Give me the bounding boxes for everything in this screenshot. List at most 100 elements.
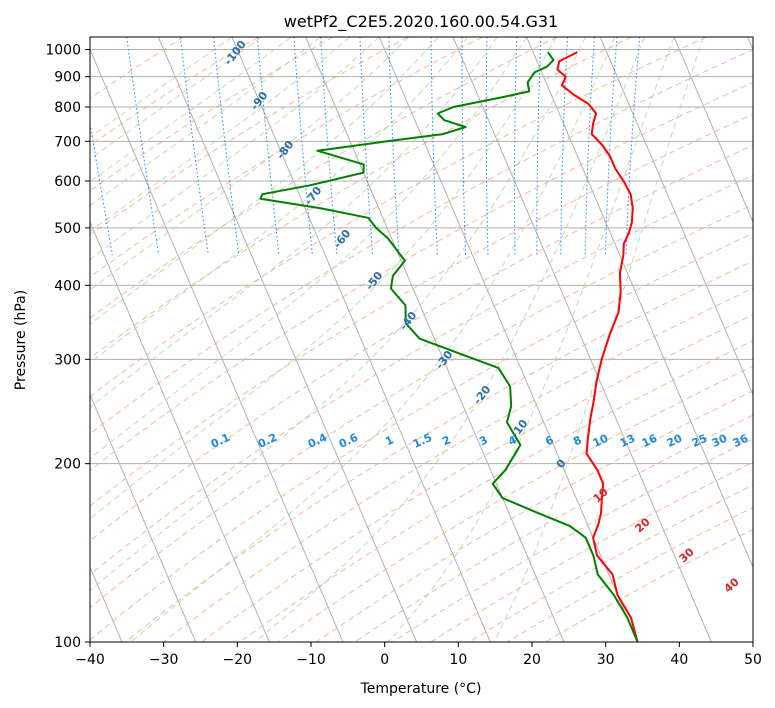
- isotherm-line: [90, 393, 197, 642]
- mixing-ratio-label: 10: [591, 432, 611, 450]
- moist-adiabat-label: 40: [722, 575, 742, 595]
- x-tick-label: −10: [296, 652, 326, 668]
- mixing-ratio-line: [90, 119, 113, 256]
- mixing-ratio-label: 16: [640, 432, 660, 450]
- dewpoint-profile-line: [259, 51, 639, 642]
- x-tick-label: 30: [597, 652, 615, 668]
- x-axis-label: Temperature (°C): [360, 681, 482, 697]
- dry-adiabat-label: -100: [222, 38, 249, 68]
- mixing-ratio-label: 36: [731, 432, 751, 450]
- moist-adiabat-line: [90, 37, 292, 183]
- isotherm-line: [526, 37, 753, 569]
- dry-adiabat-line: [90, 144, 753, 542]
- mixing-ratio-line: [126, 37, 160, 256]
- moist-adiabat-line: [90, 37, 351, 233]
- mixing-ratio-line: [625, 37, 641, 256]
- y-tick-label: 700: [54, 134, 81, 150]
- mixing-ratio-label: 8: [571, 433, 583, 448]
- y-tick-label: 800: [54, 100, 81, 116]
- dry-adiabat-line: [90, 37, 483, 278]
- mixing-ratio-label: 0.2: [256, 431, 279, 451]
- plot-frame: [89, 36, 754, 643]
- dry-adiabat-line: [90, 113, 753, 507]
- x-tick-label: −40: [75, 652, 105, 668]
- dry-adiabat-label: -20: [471, 383, 494, 407]
- y-tick-label: 200: [54, 457, 81, 473]
- dry-adiabat-line: [125, 260, 753, 642]
- dry-adiabat-line: [430, 461, 753, 642]
- dry-adiabat-line: [90, 49, 753, 435]
- y-tick-label: 900: [54, 70, 81, 86]
- dry-adiabat-label: -50: [363, 269, 386, 293]
- moist-adiabat-line: [493, 37, 704, 642]
- moist-adiabat-line: [90, 37, 321, 207]
- dry-adiabat-line: [239, 340, 753, 642]
- dry-adiabat-line: [90, 37, 408, 236]
- moist-adiabat-line: [387, 37, 675, 642]
- x-tick-label: 0: [380, 652, 389, 668]
- x-tick-label: −30: [149, 652, 179, 668]
- moist-adiabat-line: [90, 37, 528, 460]
- isotherm-line: [673, 37, 753, 224]
- moist-adiabat-line: [254, 37, 645, 642]
- background-lines: [90, 37, 753, 642]
- dry-adiabat-line: [277, 365, 753, 642]
- moist-adiabat-line: [90, 37, 380, 260]
- moist-adiabat-line: [90, 37, 469, 364]
- mixing-ratio-line: [388, 37, 400, 256]
- y-tick-label: 400: [54, 278, 81, 294]
- y-axis: 100 200 300 400 500 600 700 800 900 1000: [45, 43, 90, 651]
- mixing-ratio-label: 1: [383, 433, 395, 448]
- mixing-ratio-line: [604, 37, 618, 256]
- dry-adiabat-line: [506, 506, 753, 642]
- moist-adiabat-label: 30: [677, 545, 697, 565]
- y-tick-label: 300: [54, 352, 81, 368]
- dry-adiabat-line: [90, 232, 753, 641]
- y-tick-label: 500: [54, 221, 81, 237]
- dry-adiabat-line: [90, 37, 632, 359]
- mixing-ratio-label: 0.4: [306, 431, 329, 451]
- moist-adiabat-line: [90, 37, 439, 325]
- dry-adiabat-line: [90, 37, 334, 192]
- x-axis: −40 −30 −20 −10 0 10 20 30 40 50: [75, 642, 762, 668]
- mixing-ratio-label: 3: [477, 433, 489, 448]
- moist-adiabat-line: [90, 37, 498, 408]
- mixing-ratio-line: [213, 37, 240, 256]
- y-tick-label: 600: [54, 174, 81, 190]
- moist-adiabat-line: [130, 37, 616, 642]
- dry-adiabat-line: [90, 37, 558, 319]
- isotherm-line: [378, 37, 639, 642]
- isotherm-line: [90, 48, 344, 642]
- dry-adiabat-line: [90, 37, 707, 398]
- mixing-ratio-label: 0.1: [209, 431, 232, 451]
- moist-adiabat-line: [90, 37, 557, 520]
- isotherm-line: [231, 37, 491, 642]
- dry-adiabat-line: [90, 81, 753, 472]
- mixing-ratio-label: 13: [618, 432, 637, 450]
- moist-adiabat-line: [90, 37, 410, 291]
- mixing-ratio-label: 0.6: [337, 431, 360, 451]
- x-tick-label: −20: [223, 652, 253, 668]
- dry-adiabat-line: [90, 174, 753, 576]
- mixing-ratio-label: 1.5: [411, 431, 434, 451]
- mixing-ratio-line: [461, 37, 467, 256]
- x-tick-label: 40: [670, 652, 688, 668]
- mixing-ratio-line: [320, 37, 338, 256]
- y-axis-label: Pressure (hPa): [13, 290, 29, 390]
- isotherm-line: [599, 37, 753, 396]
- chart-title: wetPf2_C2E5.2020.160.00.54.G31: [284, 12, 558, 32]
- dry-adiabat-label: -60: [331, 227, 354, 251]
- mixing-ratio-label: 2: [440, 433, 452, 448]
- dry-adiabat-label: -40: [397, 309, 420, 333]
- moist-adiabat-line: [90, 37, 262, 160]
- dry-adiabat-line: [545, 528, 753, 642]
- mixing-ratio-line: [514, 37, 518, 255]
- mixing-ratio-line: [430, 37, 438, 256]
- isotherm-line: [157, 37, 418, 642]
- profile-lines: [259, 51, 639, 642]
- x-tick-label: 50: [744, 652, 762, 668]
- moist-adiabat-label: 10: [591, 485, 611, 505]
- y-tick-label: 1000: [45, 43, 81, 59]
- dry-adiabat-line: [163, 287, 753, 642]
